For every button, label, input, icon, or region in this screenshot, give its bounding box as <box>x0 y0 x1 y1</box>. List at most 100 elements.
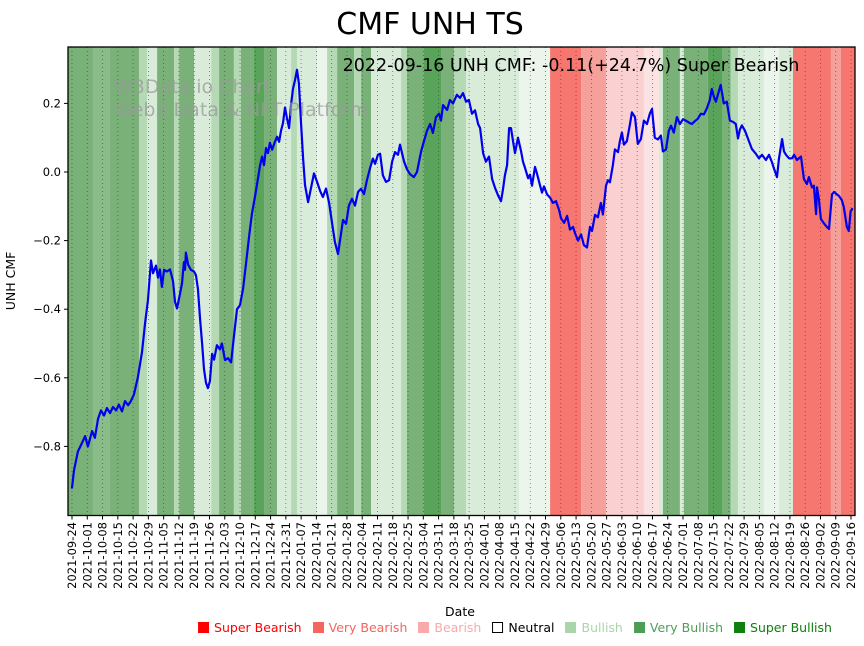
x-tick-label: 2022-07-15 <box>707 522 721 589</box>
background-bands-layer <box>68 47 855 516</box>
signal-band-b <box>211 47 220 516</box>
series-layer <box>70 68 854 489</box>
y-tick-label: −0.4 <box>33 302 61 316</box>
signal-band-pb <box>147 47 158 516</box>
x-tick-label: 2022-07-01 <box>676 522 690 589</box>
x-tick-label: 2022-07-22 <box>722 522 736 589</box>
y-tick-label: 0.0 <box>43 165 61 179</box>
x-tick-label: 2022-08-12 <box>768 522 782 589</box>
x-tick-label: 2022-03-04 <box>416 522 430 589</box>
x-tick-label: 2022-06-10 <box>630 522 644 589</box>
signal-band-pb <box>679 47 684 516</box>
x-tick-label: 2022-05-20 <box>584 522 598 589</box>
x-tick-label: 2022-02-18 <box>386 522 400 589</box>
x-tick-label: 2022-07-08 <box>691 522 705 589</box>
signal-band-vb <box>662 47 680 516</box>
signal-band-b <box>174 47 180 516</box>
legend-swatch-icon <box>198 622 210 633</box>
legend-item-bullish: Bullish <box>565 620 623 635</box>
x-tick-label: 2021-12-03 <box>218 522 232 589</box>
x-tick-label: 2021-10-29 <box>141 522 155 589</box>
signal-band-brl <box>643 47 659 516</box>
signal-band-vb <box>109 47 139 516</box>
signal-band-n <box>317 47 328 516</box>
signal-band-vb <box>157 47 175 516</box>
x-tick-label: 2022-08-26 <box>798 522 812 589</box>
legend-label: Bullish <box>581 620 623 635</box>
signal-band-pb <box>779 47 793 516</box>
x-tick-label: 2021-12-31 <box>279 522 293 589</box>
legend-item-very-bearish: Very Bearish <box>312 620 408 635</box>
legend-swatch-icon <box>734 622 746 633</box>
x-tick-label: 2022-03-11 <box>432 522 446 589</box>
x-tick-label: 2022-05-13 <box>569 522 583 589</box>
x-tick-label: 2021-10-08 <box>96 522 110 589</box>
x-tick-label: 2021-12-10 <box>233 522 247 589</box>
x-tick-label: 2022-01-28 <box>340 522 354 589</box>
x-tick-label: 2022-05-06 <box>554 522 568 589</box>
signal-band-n <box>519 47 551 516</box>
legend-item-very-bullish: Very Bullish <box>633 620 724 635</box>
signal-band-pb <box>277 47 292 516</box>
x-tick-label: 2021-11-05 <box>157 522 171 589</box>
signal-band-b <box>291 47 297 516</box>
x-tick-label: 2022-08-19 <box>783 522 797 589</box>
chart-title: CMF UNH TS <box>336 7 524 42</box>
x-tick-label: 2022-02-04 <box>355 522 369 589</box>
signal-band-b <box>730 47 738 516</box>
x-tick-label: 2021-10-22 <box>126 522 140 589</box>
signal-band-vb <box>361 47 372 516</box>
x-tick-label: 2022-07-29 <box>737 522 751 589</box>
signal-band-b <box>454 47 467 516</box>
signal-band-pb <box>658 47 663 516</box>
x-tick-label: 2022-09-02 <box>813 522 827 589</box>
watermark-line1: W3Data.io Chart <box>114 76 271 98</box>
x-tick-label: 2022-06-03 <box>615 522 629 589</box>
signal-band-pb <box>737 47 764 516</box>
signal-band-vb <box>683 47 708 516</box>
signal-band-vbd <box>253 47 265 516</box>
legend-label: Very Bullish <box>649 620 724 635</box>
signal-band-br <box>605 47 644 516</box>
signal-band-pb <box>296 47 318 516</box>
signal-band-b <box>354 47 362 516</box>
x-tick-labels-layer: 2021-09-24 2021-10-01 2021-10-08 2021-10-15… <box>65 522 858 589</box>
x-tick-label: 2022-06-24 <box>661 522 675 589</box>
x-tick-label: 2021-10-15 <box>111 522 125 589</box>
legend-item-neutral: Neutral <box>492 620 555 635</box>
signal-band-vb <box>722 47 731 516</box>
x-tick-label: 2021-11-19 <box>187 522 201 589</box>
signal-band-vb <box>179 47 195 516</box>
x-tick-label: 2022-04-01 <box>477 522 491 589</box>
signal-band-sbr <box>792 47 831 516</box>
x-tick-label: 2021-11-26 <box>202 522 216 589</box>
signal-band-vb <box>337 47 355 516</box>
x-tick-label: 2022-09-09 <box>829 522 843 589</box>
x-tick-label: 2022-04-08 <box>493 522 507 589</box>
legend-swatch-icon <box>492 622 504 633</box>
signal-band-vbd <box>423 47 441 516</box>
x-tick-label: 2021-09-24 <box>65 522 79 589</box>
x-tick-label: 2022-01-07 <box>294 522 308 589</box>
x-tick-label: 2022-01-14 <box>309 522 323 589</box>
x-axis-label: Date <box>445 604 475 619</box>
y-tick-label: 0.2 <box>43 96 61 110</box>
legend-item-bearish: Bearish <box>418 620 481 635</box>
x-tick-label: 2022-04-29 <box>539 522 553 589</box>
y-axis-label: UNH CMF <box>3 252 18 311</box>
x-tick-label: 2021-12-17 <box>248 522 262 589</box>
x-tick-label: 2022-08-05 <box>752 522 766 589</box>
signal-band-b <box>327 47 338 516</box>
legend-label: Very Bearish <box>328 620 408 635</box>
signal-band-vb <box>440 47 455 516</box>
signal-band-b <box>138 47 148 516</box>
x-tick-label: 2022-01-21 <box>325 522 339 589</box>
signal-band-sbr <box>550 47 582 516</box>
x-tick-label: 2021-10-01 <box>80 522 94 589</box>
x-tick-label: 2022-03-25 <box>462 522 476 589</box>
signal-band-n <box>763 47 780 516</box>
signal-band-vb <box>240 47 254 516</box>
signal-band-vb <box>264 47 278 516</box>
x-tick-label: 2022-02-25 <box>401 522 415 589</box>
y-tick-labels-layer: 0.2 0.0 −0.2 −0.4 −0.6 −0.8 <box>33 96 61 453</box>
